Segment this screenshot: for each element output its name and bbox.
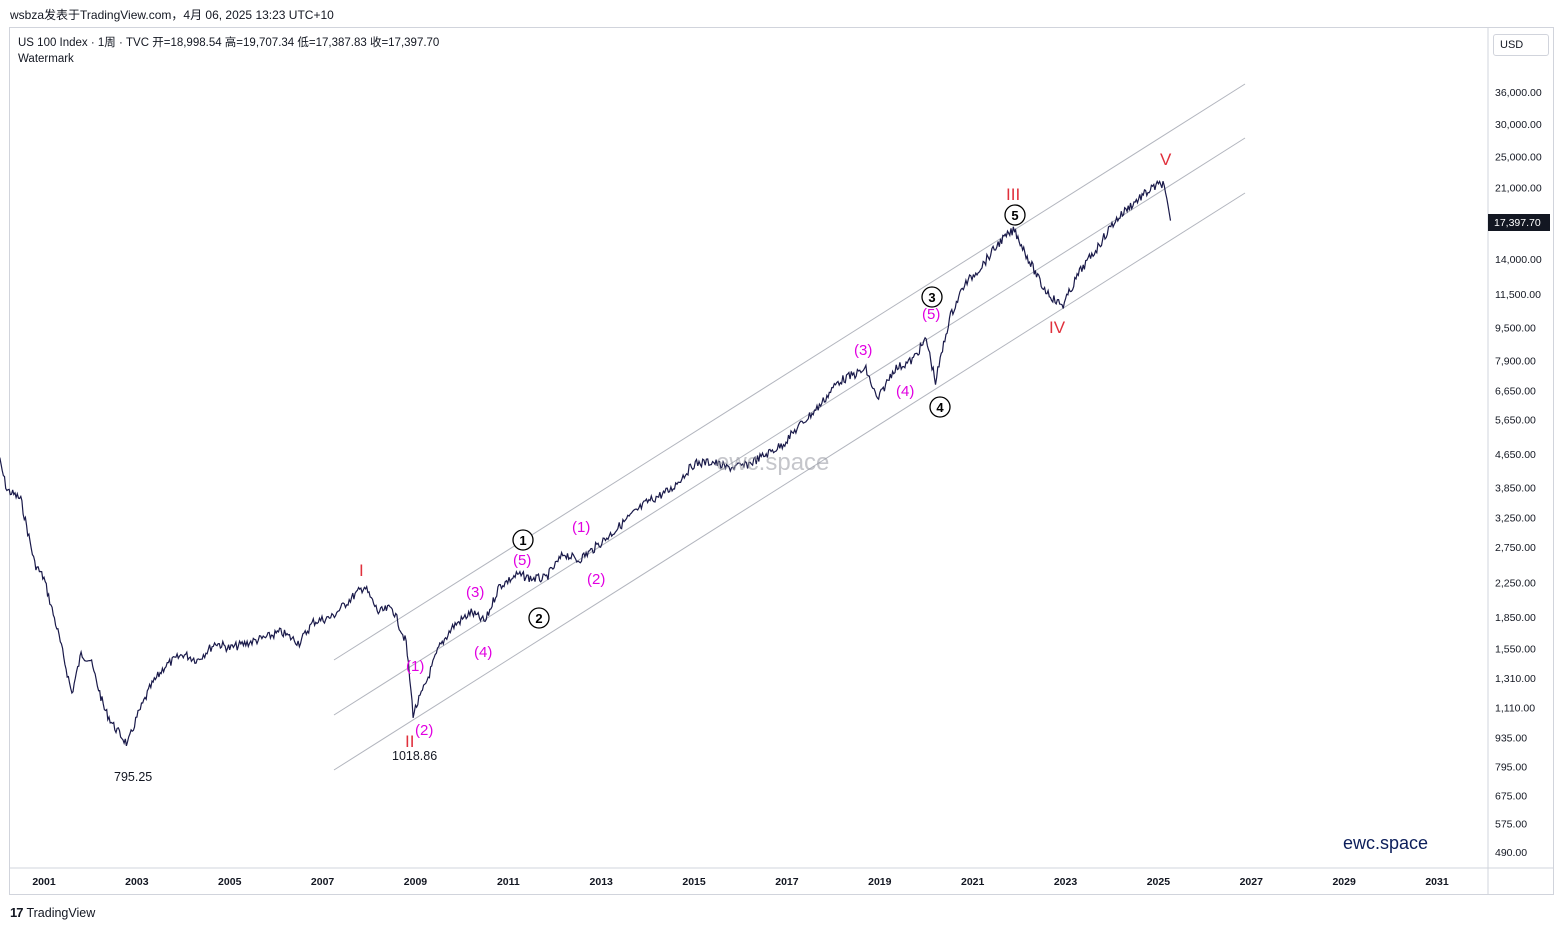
currency-selector[interactable]: USD xyxy=(1493,34,1549,56)
watermark-indicator-label[interactable]: Watermark xyxy=(18,53,74,65)
price-tick-label: 1,550.00 xyxy=(1495,643,1536,655)
center-watermark: ewc.space xyxy=(716,449,829,476)
time-tick-label: 2025 xyxy=(1147,876,1171,888)
last-price-label: 17,397.70 xyxy=(1494,217,1541,229)
time-tick-label: 2027 xyxy=(1240,876,1264,888)
price-tick-label: 30,000.00 xyxy=(1495,119,1542,131)
parallel-channel[interactable] xyxy=(333,83,1246,771)
time-tick-label: 2029 xyxy=(1332,876,1356,888)
svg-text:5: 5 xyxy=(1011,208,1018,223)
wave-label-minor-5b: (5) xyxy=(922,306,940,323)
price-tick-label: 14,000.00 xyxy=(1495,254,1542,266)
svg-text:3: 3 xyxy=(928,290,935,305)
price-tick-label: 1,850.00 xyxy=(1495,612,1536,624)
time-axis[interactable]: 2001 2003 2005 2007 2009 2011 2013 2015 2017 2019… xyxy=(32,876,1449,888)
price-tick-label: 2,250.00 xyxy=(1495,577,1536,589)
chart-frame[interactable] xyxy=(9,27,1554,895)
tradingview-logo-icon: 17 xyxy=(10,905,24,920)
wave-label-II: II xyxy=(405,732,414,751)
price-tick-label: 490.00 xyxy=(1495,847,1527,859)
circled-wave-4: 4 xyxy=(929,396,951,418)
price-tick-label: 25,000.00 xyxy=(1495,151,1542,163)
time-tick-label: 2017 xyxy=(775,876,799,888)
wave-label-minor-4b: (4) xyxy=(896,383,914,400)
price-series xyxy=(0,179,1172,747)
wave-label-minor-1b: (1) xyxy=(572,519,590,536)
price-tick-label: 675.00 xyxy=(1495,790,1527,802)
time-tick-label: 2031 xyxy=(1425,876,1449,888)
time-tick-label: 2019 xyxy=(868,876,892,888)
wave-label-minor-3b: (3) xyxy=(854,342,872,359)
time-tick-label: 2009 xyxy=(404,876,428,888)
price-tick-label: 11,500.00 xyxy=(1495,289,1541,301)
price-line xyxy=(0,179,1172,747)
ohlc-values: 开=18,998.54 高=19,707.34 低=17,387.83 收=17… xyxy=(152,37,440,49)
price-tick-label: 21,000.00 xyxy=(1495,182,1542,194)
svg-text:4: 4 xyxy=(936,400,944,415)
svg-text:2: 2 xyxy=(535,611,542,626)
wave-label-minor-4a: (4) xyxy=(474,644,492,661)
publish-header: wsbza发表于TradingView.com，4月 06, 2025 13:2… xyxy=(10,8,334,22)
time-tick-label: 2015 xyxy=(682,876,706,888)
time-tick-label: 2007 xyxy=(311,876,335,888)
time-tick-label: 2003 xyxy=(125,876,149,888)
corner-watermark: ewc.space xyxy=(1343,833,1428,853)
channel-lower-line[interactable] xyxy=(333,192,1246,771)
price-tick-label: 3,850.00 xyxy=(1495,482,1536,494)
time-tick-label: 2013 xyxy=(590,876,614,888)
price-tick-label: 795.00 xyxy=(1495,761,1527,773)
channel-upper-line[interactable] xyxy=(333,83,1246,661)
wave-label-V: V xyxy=(1160,150,1172,169)
time-tick-label: 2001 xyxy=(32,876,56,888)
svg-text:1: 1 xyxy=(519,533,526,548)
wave-label-minor-2a: (2) xyxy=(415,722,433,739)
time-tick-label: 2011 xyxy=(497,876,520,888)
price-tick-label: 5,650.00 xyxy=(1495,415,1536,427)
circled-wave-3: 3 xyxy=(921,286,943,308)
price-tick-label: 935.00 xyxy=(1495,733,1527,745)
price-tick-label: 3,250.00 xyxy=(1495,512,1536,524)
circled-wave-5: 5 xyxy=(1004,204,1026,226)
wave-label-I: I xyxy=(359,561,364,580)
price-tick-label: 7,900.00 xyxy=(1495,355,1536,367)
wave-label-minor-1a: (1) xyxy=(406,658,424,675)
low-label-2008: 1018.86 xyxy=(392,749,437,763)
price-tick-label: 9,500.00 xyxy=(1495,323,1536,335)
time-tick-label: 2005 xyxy=(218,876,242,888)
price-tick-label: 4,650.00 xyxy=(1495,449,1536,461)
low-label-2002: 795.25 xyxy=(114,770,152,784)
wave-label-IV: IV xyxy=(1049,318,1066,337)
price-tick-label: 6,650.00 xyxy=(1495,386,1536,398)
wave-label-minor-5a: (5) xyxy=(513,552,531,569)
time-tick-label: 2023 xyxy=(1054,876,1078,888)
circled-wave-2: 2 xyxy=(528,607,550,629)
chart-legend: US 100 Index · 1周 · TVC 开=18,998.54 高=19… xyxy=(18,35,439,67)
channel-middle-line[interactable] xyxy=(333,137,1246,716)
wave-label-minor-3a: (3) xyxy=(466,584,484,601)
price-tick-label: 1,310.00 xyxy=(1495,673,1536,685)
last-price-badge xyxy=(1488,214,1550,231)
price-axis[interactable]: 36,000.00 30,000.00 25,000.00 21,000.00 14,0… xyxy=(1495,87,1542,859)
symbol-label[interactable]: US 100 Index · 1周 · TVC xyxy=(18,37,150,49)
tradingview-brand: TradingView xyxy=(26,905,96,920)
circled-wave-1: 1 xyxy=(512,529,534,551)
wave-label-minor-2b: (2) xyxy=(587,571,605,588)
price-tick-label: 575.00 xyxy=(1495,819,1527,831)
wave-label-III: III xyxy=(1006,185,1020,204)
price-tick-label: 1,110.00 xyxy=(1495,702,1535,714)
time-tick-label: 2021 xyxy=(961,876,985,888)
footer-branding[interactable]: 17 TradingView xyxy=(10,905,95,920)
price-tick-label: 2,750.00 xyxy=(1495,542,1536,554)
price-tick-label: 36,000.00 xyxy=(1495,87,1542,99)
